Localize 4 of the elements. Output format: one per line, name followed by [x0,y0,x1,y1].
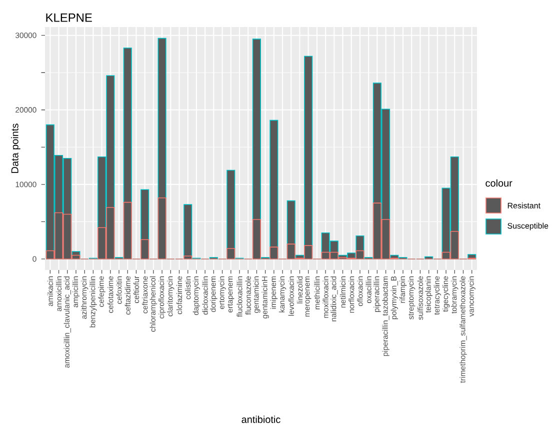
x-axis-title: antibiotic [242,416,280,423]
legend-title: colour [486,179,512,187]
y-axis-title: Data points [11,124,20,173]
chart-title: KLEPNE [46,14,92,22]
